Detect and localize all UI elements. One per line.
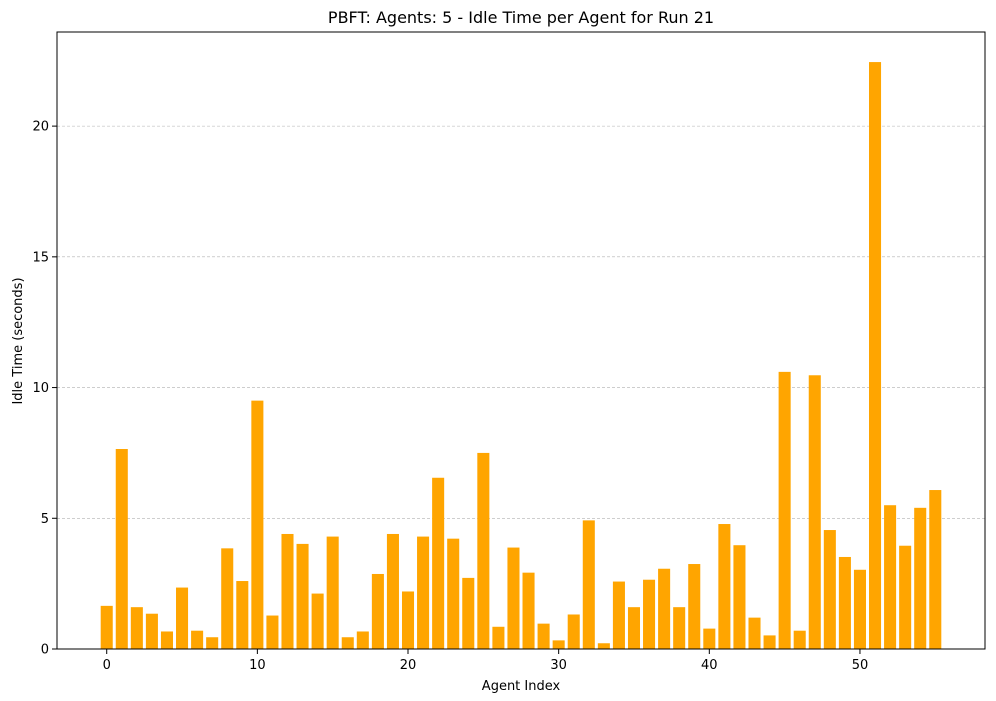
bar-agent-7 — [206, 637, 219, 649]
bar-agent-46 — [793, 630, 806, 649]
bar-agent-29 — [537, 623, 550, 649]
bar-agent-0 — [100, 605, 113, 649]
bar-agent-4 — [160, 631, 173, 649]
bar-agent-42 — [733, 545, 746, 649]
bar-agent-28 — [522, 572, 535, 649]
bar-agent-35 — [627, 607, 641, 649]
bar-agent-25 — [477, 452, 490, 649]
bar-agent-54 — [914, 507, 927, 649]
bar-agent-40 — [703, 628, 716, 649]
bar-agent-47 — [808, 375, 821, 649]
y-tick-label: 20 — [32, 120, 49, 135]
bar-agent-3 — [145, 613, 158, 649]
bar-agent-31 — [567, 614, 580, 649]
bar-agent-1 — [115, 449, 128, 649]
bar-agent-20 — [401, 591, 415, 649]
bar-agent-32 — [582, 520, 595, 649]
bar-agent-15 — [326, 536, 339, 649]
bar-agent-27 — [507, 547, 520, 649]
bar-agent-22 — [432, 477, 445, 649]
bar-agent-19 — [386, 533, 399, 649]
bar-agent-16 — [341, 637, 354, 649]
bar-agent-13 — [296, 543, 309, 649]
bar-agent-41 — [718, 524, 731, 649]
bar-agent-33 — [597, 643, 610, 649]
bar-agent-17 — [356, 631, 369, 649]
chart-title: PBFT: Agents: 5 - Idle Time per Agent fo… — [328, 8, 714, 27]
bar-agent-5 — [176, 587, 189, 649]
bar-agent-21 — [417, 536, 430, 649]
bar-agent-12 — [281, 533, 294, 649]
bar-agent-10 — [251, 400, 264, 649]
bar-agent-49 — [838, 556, 851, 649]
bar-agent-45 — [778, 371, 791, 649]
x-axis-label: Agent Index — [482, 679, 561, 694]
bar-agent-37 — [658, 568, 671, 649]
bar-agent-51 — [869, 62, 882, 649]
bar-agent-8 — [221, 548, 234, 649]
bar-agent-23 — [447, 538, 460, 649]
bar-agent-11 — [266, 615, 279, 649]
x-axis-ticks: 0 10 20 30 40 50 — [103, 649, 869, 673]
bar-agent-38 — [673, 607, 686, 649]
bar-agent-14 — [311, 593, 324, 649]
bar-agent-50 — [853, 569, 866, 649]
bar-agent-6 — [191, 630, 204, 649]
y-tick-label: 15 — [32, 250, 49, 265]
bar-agent-30 — [552, 640, 565, 649]
bar-agent-24 — [462, 577, 475, 649]
y-axis-label: Idle Time (seconds) — [11, 277, 26, 404]
x-tick-label: 10 — [249, 658, 266, 673]
bar-agent-43 — [748, 617, 761, 649]
plot-frame — [56, 31, 986, 650]
bar-agent-9 — [236, 581, 249, 649]
bar-agent-39 — [688, 564, 701, 649]
bar-agent-44 — [763, 635, 776, 649]
x-tick-label: 20 — [400, 658, 417, 673]
bars — [100, 62, 942, 649]
x-tick-label: 40 — [701, 658, 718, 673]
bar-agent-52 — [884, 505, 897, 649]
bar-agent-34 — [612, 581, 625, 649]
x-tick-label: 0 — [103, 658, 111, 673]
y-tick-label: 0 — [41, 643, 49, 658]
bar-agent-55 — [929, 490, 942, 649]
bar-agent-53 — [899, 545, 912, 649]
bar-agent-36 — [643, 579, 656, 649]
bar-agent-2 — [130, 607, 143, 649]
bar-agent-48 — [823, 530, 836, 649]
y-tick-label: 5 — [41, 512, 49, 527]
x-tick-label: 30 — [550, 658, 567, 673]
bar-agent-26 — [492, 626, 505, 649]
y-axis-ticks: 0 5 10 15 20 — [32, 120, 57, 658]
y-tick-label: 10 — [32, 381, 49, 396]
x-tick-label: 50 — [852, 658, 869, 673]
bar-agent-18 — [371, 573, 384, 649]
